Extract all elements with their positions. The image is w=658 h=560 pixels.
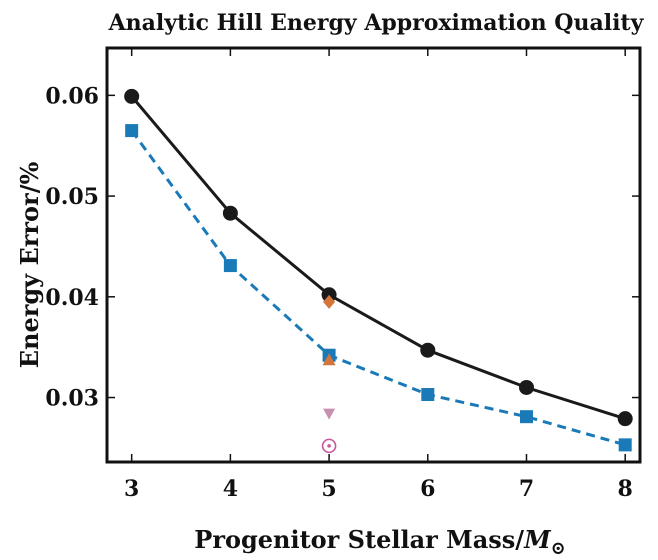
series-2-point-3 (421, 388, 435, 402)
x-tick-label-5: 8 (618, 476, 633, 502)
extra-point-triangle-down (323, 408, 336, 420)
y-axis-label: Energy Error/% (15, 162, 44, 369)
extra-point-triangle-up (322, 353, 336, 366)
x-axis-label: Progenitor Stellar Mass/M⊙ (194, 525, 565, 559)
plot-frame (105, 46, 642, 464)
series-2-point-4 (519, 410, 533, 424)
y-tick-label-2: 0.05 (45, 184, 99, 210)
extra-point-circled-dot-center (327, 444, 331, 448)
y-tick-label-1: 0.04 (45, 285, 99, 311)
x-axis-label-symbol: M (523, 525, 552, 554)
series-2-point-1 (223, 259, 237, 273)
series-1-point-1 (222, 205, 238, 221)
series-1-point-5 (617, 411, 633, 427)
extra-point-diamond (323, 294, 336, 309)
extra-point-circled-dot-ring (321, 438, 337, 454)
series-2-point-5 (618, 438, 632, 452)
y-tick-label-3: 0.06 (45, 83, 99, 109)
series-1-line (130, 95, 626, 421)
x-axis-label-subscript: ⊙ (551, 538, 566, 559)
x-axis-label-text: Progenitor Stellar Mass/ (194, 525, 524, 554)
x-tick-label-0: 3 (124, 476, 139, 502)
series-1-point-3 (420, 342, 436, 358)
x-tick-label-3: 6 (420, 476, 435, 502)
x-tick-label-1: 4 (223, 476, 238, 502)
series-1-point-2 (321, 287, 337, 303)
series-2-point-0 (125, 124, 139, 138)
chart-title: Analytic Hill Energy Approximation Quali… (108, 10, 645, 36)
series-1-point-0 (124, 88, 140, 104)
extra-point-circled-dot (321, 438, 337, 454)
x-tick-label-2: 5 (321, 476, 336, 502)
x-tick-label-4: 7 (519, 476, 534, 502)
series-2-line (130, 129, 626, 447)
series-1-point-4 (518, 379, 534, 395)
plot-area: 3 4 5 6 7 8 0.03 0.04 0.05 0.06 (45, 46, 642, 502)
y-tick-label-0: 0.03 (45, 386, 99, 412)
